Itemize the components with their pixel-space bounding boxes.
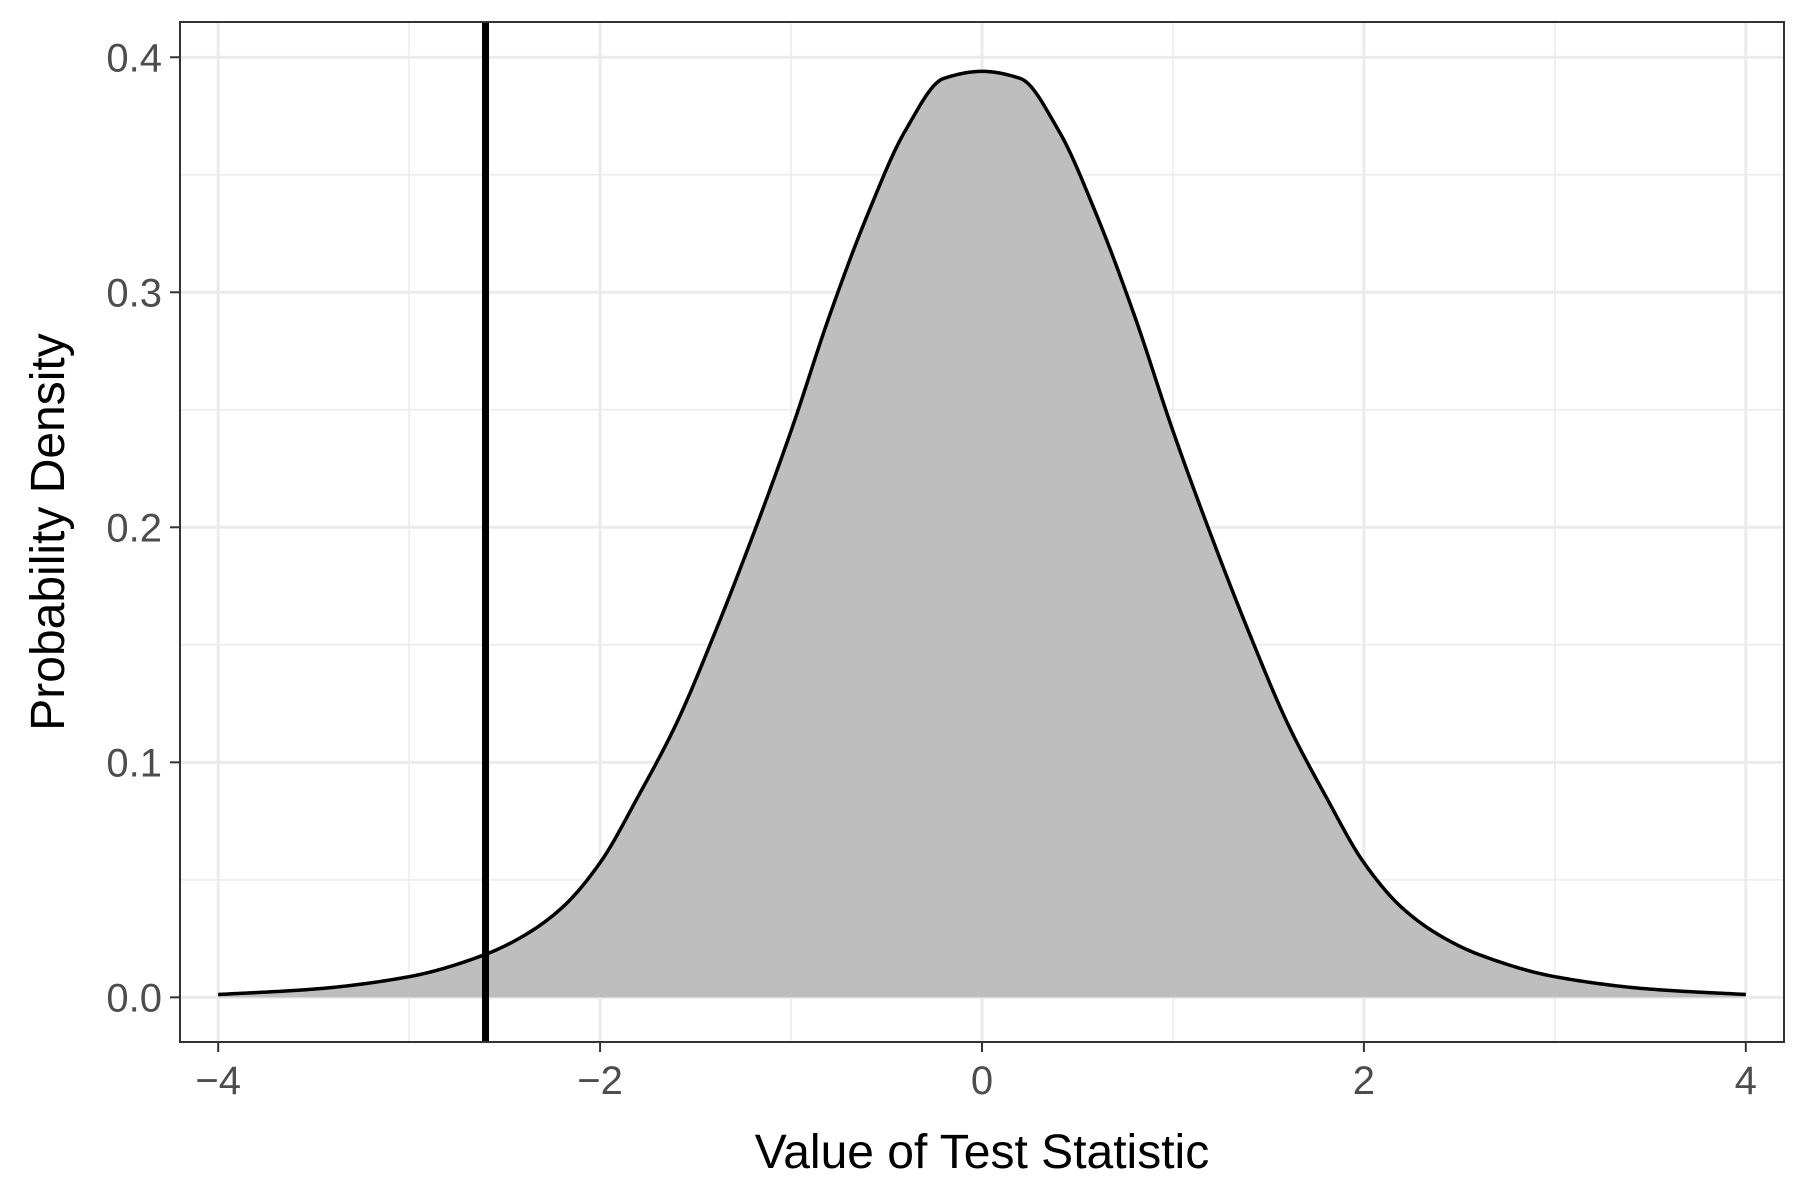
density-curve — [218, 69, 1746, 997]
x-axis-title: Value of Test Statistic — [755, 1126, 1209, 1179]
x-tick-label: 4 — [1735, 1059, 1757, 1103]
x-tick-label: 2 — [1353, 1059, 1375, 1103]
x-tick-label: −4 — [195, 1059, 241, 1103]
x-axis: −4 −2 0 2 4 — [195, 1042, 1757, 1103]
x-tick-label: 0 — [971, 1059, 993, 1103]
x-tick-label: −2 — [577, 1059, 623, 1103]
y-tick-label: 0.1 — [106, 741, 162, 785]
density-area — [218, 71, 1746, 998]
y-axis: 0.0 0.1 0.2 0.3 0.4 — [106, 36, 180, 1020]
y-tick-label: 0.3 — [106, 271, 162, 315]
y-tick-label: 0.0 — [106, 976, 162, 1020]
y-axis-title: Probability Density — [22, 333, 75, 731]
y-tick-label: 0.4 — [106, 36, 162, 80]
y-tick-label: 0.2 — [106, 506, 162, 550]
